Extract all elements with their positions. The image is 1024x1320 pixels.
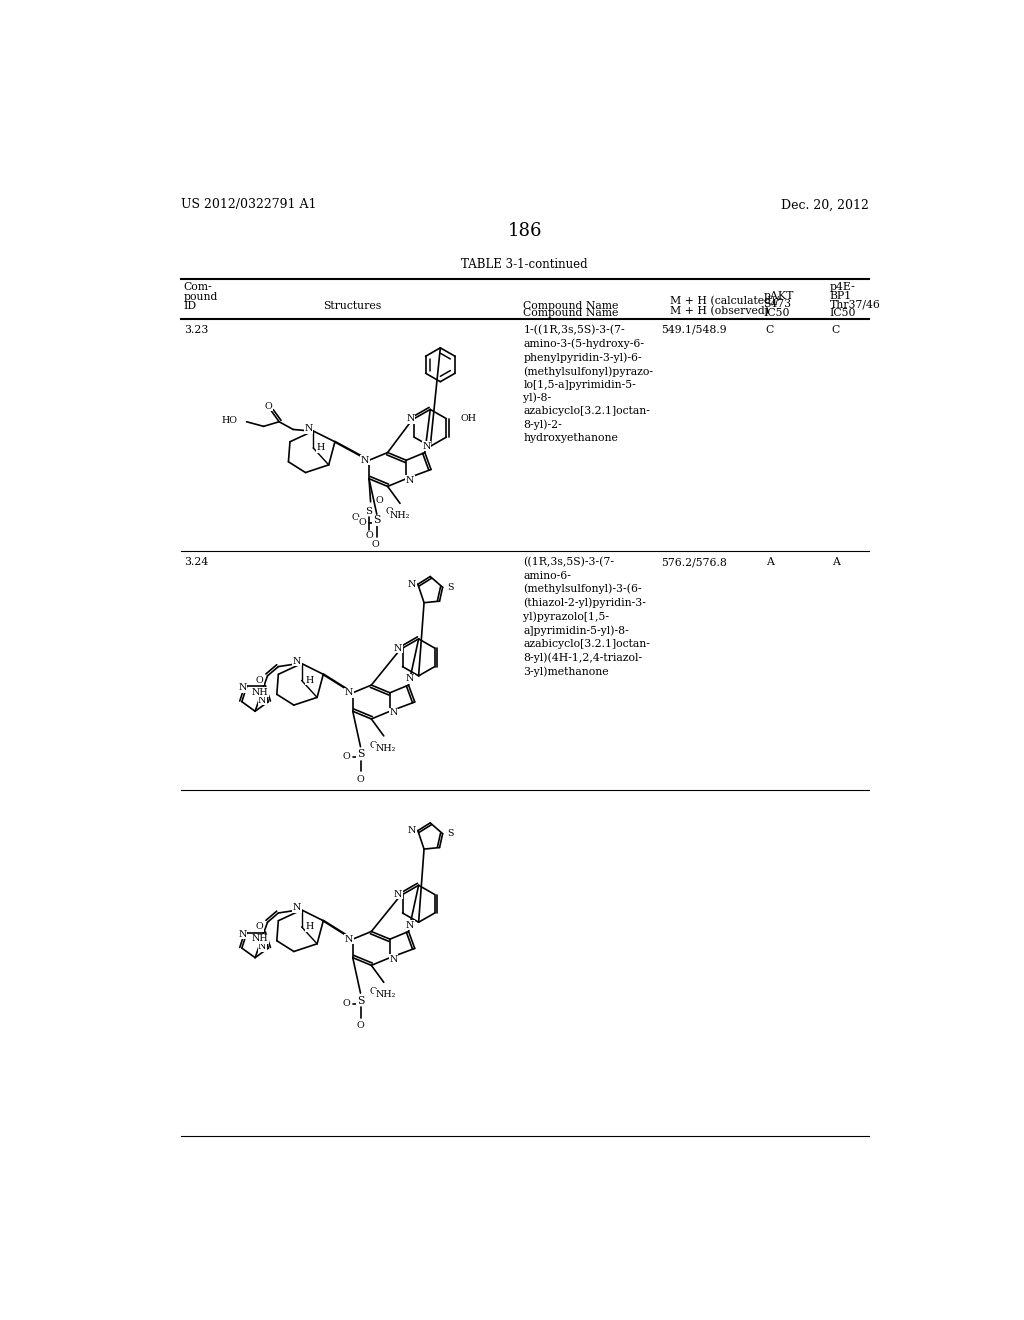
Text: O: O bbox=[376, 496, 384, 504]
Text: S473: S473 bbox=[764, 300, 792, 309]
Text: A: A bbox=[831, 557, 840, 568]
Text: N: N bbox=[393, 890, 402, 899]
Text: N: N bbox=[238, 929, 247, 939]
Text: O: O bbox=[385, 507, 393, 516]
Text: 3.23: 3.23 bbox=[183, 325, 208, 335]
Text: O: O bbox=[256, 676, 263, 685]
Text: 549.1/548.9: 549.1/548.9 bbox=[660, 325, 727, 335]
Text: C: C bbox=[766, 325, 774, 335]
Text: O: O bbox=[356, 775, 365, 784]
Text: O: O bbox=[356, 1020, 365, 1030]
Text: OH: OH bbox=[461, 414, 476, 424]
Text: O: O bbox=[359, 519, 367, 527]
Text: N: N bbox=[238, 684, 247, 692]
Text: A: A bbox=[766, 557, 774, 568]
Text: Thr37/46: Thr37/46 bbox=[829, 300, 881, 309]
Text: ID: ID bbox=[183, 301, 197, 310]
Text: N: N bbox=[258, 696, 266, 705]
Text: ((1R,3s,5S)-3-(7-
amino-6-
(methylsulfonyl)-3-(6-
(thiazol-2-yl)pyridin-3-
yl)py: ((1R,3s,5S)-3-(7- amino-6- (methylsulfon… bbox=[523, 557, 650, 677]
Text: 186: 186 bbox=[508, 222, 542, 239]
Text: TABLE 3-1-continued: TABLE 3-1-continued bbox=[462, 259, 588, 272]
Text: IC50: IC50 bbox=[764, 308, 790, 318]
Text: O: O bbox=[351, 512, 359, 521]
Text: O: O bbox=[343, 999, 350, 1007]
Text: N: N bbox=[293, 903, 301, 912]
Text: H: H bbox=[316, 444, 325, 453]
Text: N: N bbox=[408, 579, 416, 589]
Text: M + H (observed): M + H (observed) bbox=[671, 305, 769, 315]
Text: NH₂: NH₂ bbox=[375, 743, 395, 752]
Text: S: S bbox=[356, 995, 365, 1006]
Text: 1-((1R,3s,5S)-3-(7-
amino-3-(5-hydroxy-6-
phenylpyridin-3-yl)-6-
(methylsulfonyl: 1-((1R,3s,5S)-3-(7- amino-3-(5-hydroxy-6… bbox=[523, 325, 653, 444]
Text: N: N bbox=[345, 935, 353, 944]
Text: Com-: Com- bbox=[183, 282, 212, 292]
Text: N: N bbox=[390, 709, 398, 717]
Text: NH: NH bbox=[252, 935, 268, 944]
Text: pAKT: pAKT bbox=[764, 290, 794, 301]
Text: 576.2/576.8: 576.2/576.8 bbox=[660, 557, 727, 568]
Text: N: N bbox=[345, 688, 353, 697]
Text: N: N bbox=[406, 675, 415, 684]
Text: NH₂: NH₂ bbox=[375, 990, 395, 999]
Text: H: H bbox=[305, 676, 313, 685]
Text: N: N bbox=[390, 954, 398, 964]
Text: S: S bbox=[373, 515, 381, 525]
Text: N: N bbox=[293, 657, 301, 665]
Text: S: S bbox=[447, 829, 454, 838]
Text: N: N bbox=[422, 442, 430, 451]
Text: Compound Name: Compound Name bbox=[523, 301, 618, 310]
Text: O: O bbox=[372, 540, 379, 549]
Text: O: O bbox=[366, 531, 373, 540]
Text: Dec. 20, 2012: Dec. 20, 2012 bbox=[781, 198, 869, 211]
Text: C: C bbox=[831, 325, 840, 335]
Text: NH: NH bbox=[252, 688, 268, 697]
Text: Structures: Structures bbox=[324, 301, 382, 310]
Text: S: S bbox=[356, 750, 365, 759]
Text: O: O bbox=[256, 923, 263, 932]
Text: N: N bbox=[258, 942, 266, 950]
Text: N: N bbox=[406, 475, 415, 484]
Text: H: H bbox=[305, 923, 313, 932]
Text: N: N bbox=[304, 424, 312, 433]
Text: Compound Name: Compound Name bbox=[523, 308, 618, 318]
Text: S: S bbox=[366, 507, 373, 516]
Text: 3.24: 3.24 bbox=[183, 557, 208, 568]
Text: O: O bbox=[343, 752, 350, 762]
Text: O: O bbox=[369, 987, 377, 997]
Text: O: O bbox=[264, 401, 272, 411]
Text: S: S bbox=[447, 583, 454, 591]
Text: N: N bbox=[408, 826, 416, 836]
Text: NH₂: NH₂ bbox=[390, 511, 411, 520]
Text: N: N bbox=[406, 921, 415, 929]
Text: M + H (calculated)/: M + H (calculated)/ bbox=[671, 296, 779, 306]
Text: N: N bbox=[361, 455, 370, 465]
Text: HO: HO bbox=[221, 416, 238, 425]
Text: N: N bbox=[407, 414, 415, 424]
Text: N: N bbox=[393, 644, 402, 652]
Text: O: O bbox=[369, 741, 377, 750]
Text: BP1: BP1 bbox=[829, 290, 852, 301]
Text: p4E-: p4E- bbox=[829, 282, 855, 292]
Text: IC50: IC50 bbox=[829, 308, 856, 318]
Text: pound: pound bbox=[183, 292, 218, 301]
Text: US 2012/0322791 A1: US 2012/0322791 A1 bbox=[180, 198, 316, 211]
